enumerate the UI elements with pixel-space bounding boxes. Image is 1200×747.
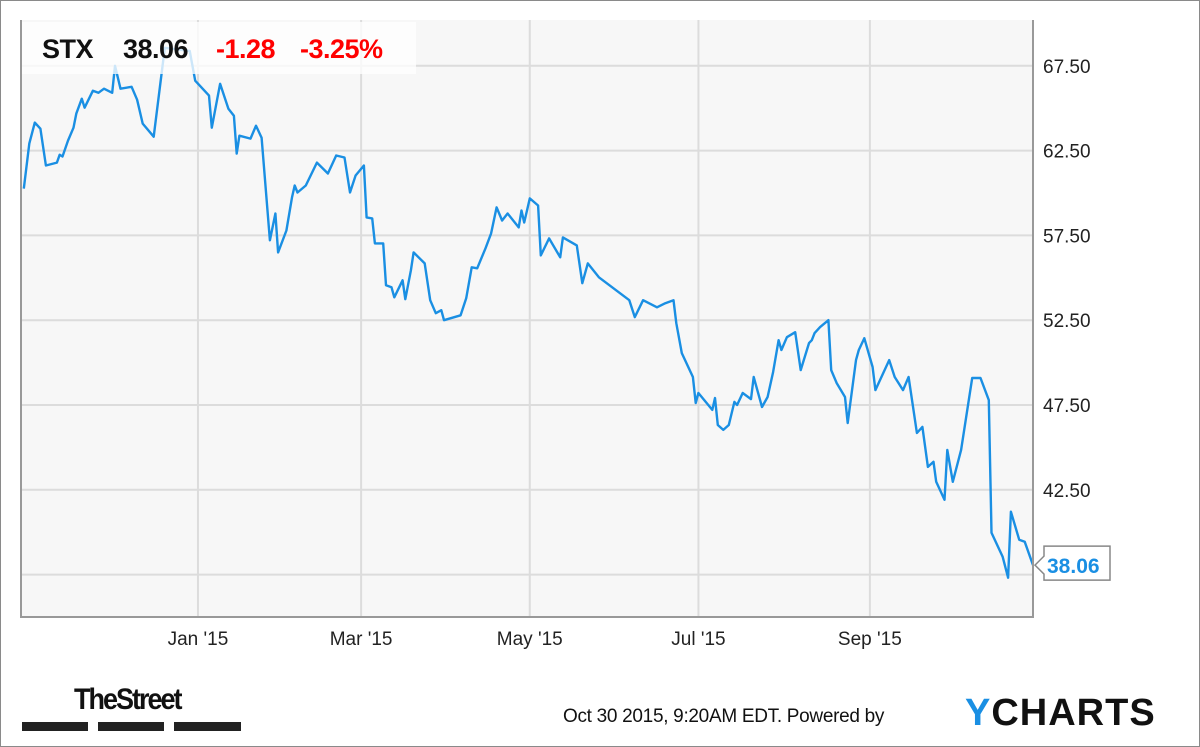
timestamp-text: Oct 30 2015, 9:20AM EDT. Powered by [563,706,885,727]
ycharts-logo-y: Y [965,692,992,734]
y-tick-label: 57.50 [1043,226,1091,247]
plot-area [21,20,1033,617]
quote-price: 38.06 [123,34,189,64]
y-tick-label: 47.50 [1043,396,1091,417]
price-line [22,46,1035,579]
x-tick-label: Mar '15 [330,629,393,650]
quote-change: -1.28 [216,34,276,64]
logo-bar [174,722,241,731]
y-tick-label: 52.50 [1043,311,1091,332]
x-tick-label: Jul '15 [671,629,725,650]
x-tick-label: May '15 [497,629,563,650]
x-tick-label: Sep '15 [838,629,902,650]
last-price-callout: 38.06 [1033,545,1111,581]
y-tick-label: 62.50 [1043,142,1091,163]
quote-header: STX 38.06 -1.28 -3.25% [22,22,416,74]
logo-bar [22,722,88,731]
ticker-symbol: STX [42,34,94,64]
ycharts-logo-rest: CHARTS [991,692,1156,734]
plot-border [20,20,1034,618]
logo-bar [98,722,164,731]
x-tick-label: Jan '15 [168,629,229,650]
ycharts-logo: YCHARTS [965,692,1156,735]
quote-change-pct: -3.25% [300,34,383,64]
y-tick-label: 67.50 [1043,57,1091,78]
last-price-label: 38.06 [1047,555,1100,578]
y-tick-label: 42.50 [1043,481,1091,502]
thestreet-logo: TheStreet [74,682,183,716]
